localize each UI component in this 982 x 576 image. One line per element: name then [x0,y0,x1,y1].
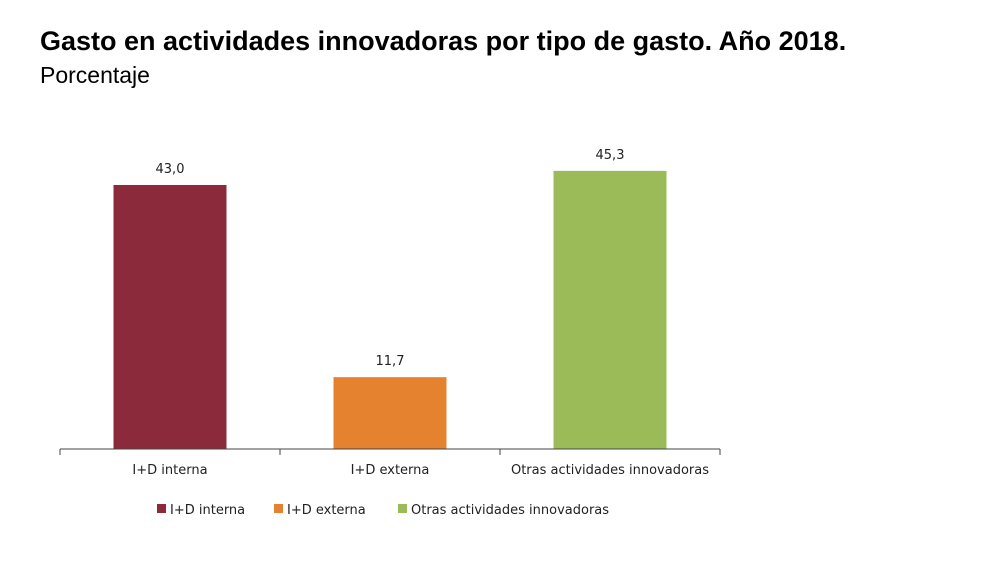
x-tick-label: Otras actividades innovadoras [511,463,709,478]
legend-label: I+D externa [287,503,366,518]
bar-3 [553,170,667,449]
bar-1 [113,184,227,450]
chart-title: Gasto en actividades innovadoras por tip… [40,26,847,56]
legend-swatch [398,504,407,513]
data-label: 45,3 [596,148,625,163]
x-tick-label: I+D interna [132,463,207,478]
legend-label: I+D interna [170,503,245,518]
legend-label: Otras actividades innovadoras [411,503,609,518]
data-label: 43,0 [156,162,185,177]
legend-swatch [274,504,283,513]
x-tick-label: I+D externa [351,463,430,478]
legend-swatch [157,504,166,513]
chart-subtitle: Porcentaje [40,62,150,88]
data-label: 11,7 [376,354,405,369]
bar-2 [333,377,447,449]
